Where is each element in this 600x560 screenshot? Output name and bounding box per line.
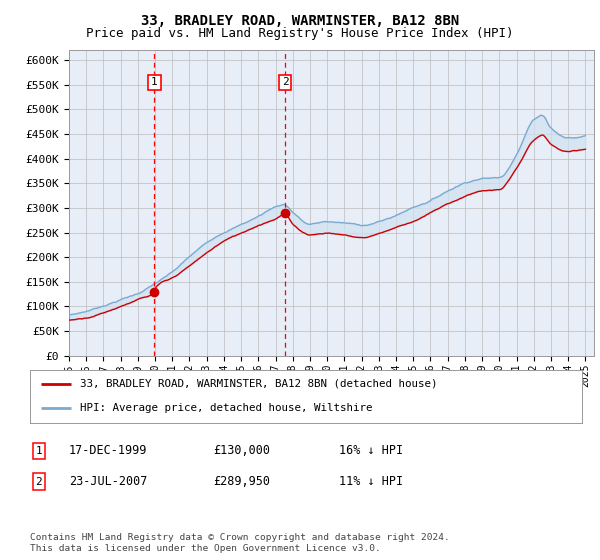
Text: 1: 1 — [35, 446, 43, 456]
Text: Price paid vs. HM Land Registry's House Price Index (HPI): Price paid vs. HM Land Registry's House … — [86, 27, 514, 40]
Text: 33, BRADLEY ROAD, WARMINSTER, BA12 8BN (detached house): 33, BRADLEY ROAD, WARMINSTER, BA12 8BN (… — [80, 379, 437, 389]
Text: 23-JUL-2007: 23-JUL-2007 — [69, 475, 148, 488]
Text: 2: 2 — [35, 477, 43, 487]
Text: 17-DEC-1999: 17-DEC-1999 — [69, 444, 148, 458]
Text: 33, BRADLEY ROAD, WARMINSTER, BA12 8BN: 33, BRADLEY ROAD, WARMINSTER, BA12 8BN — [141, 14, 459, 28]
Text: £289,950: £289,950 — [213, 475, 270, 488]
Text: 11% ↓ HPI: 11% ↓ HPI — [339, 475, 403, 488]
Text: 1: 1 — [151, 77, 158, 87]
Text: Contains HM Land Registry data © Crown copyright and database right 2024.
This d: Contains HM Land Registry data © Crown c… — [30, 533, 450, 553]
Text: 16% ↓ HPI: 16% ↓ HPI — [339, 444, 403, 458]
Text: HPI: Average price, detached house, Wiltshire: HPI: Average price, detached house, Wilt… — [80, 403, 372, 413]
Text: £130,000: £130,000 — [213, 444, 270, 458]
Text: 2: 2 — [281, 77, 289, 87]
